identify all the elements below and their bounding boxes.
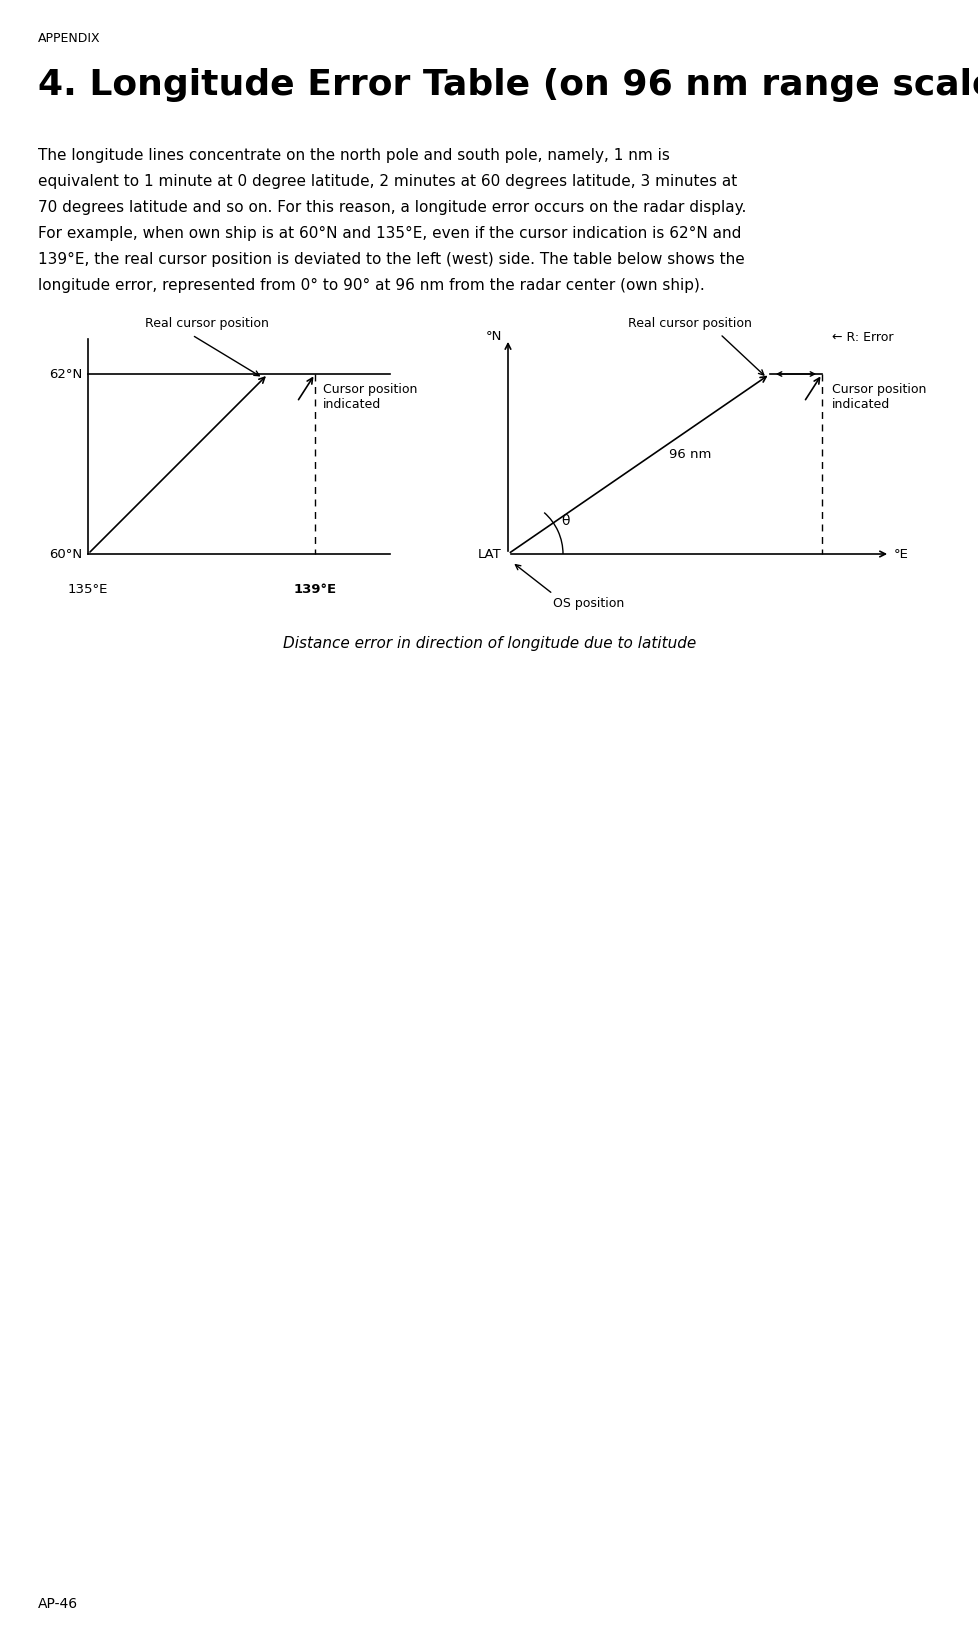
Text: 139°E: 139°E [293, 583, 336, 596]
Text: longitude error, represented from 0° to 90° at 96 nm from the radar center (own : longitude error, represented from 0° to … [38, 277, 704, 292]
Text: 4. Longitude Error Table (on 96 nm range scale): 4. Longitude Error Table (on 96 nm range… [38, 69, 978, 101]
Text: APPENDIX: APPENDIX [38, 33, 101, 46]
Text: AP-46: AP-46 [38, 1596, 78, 1611]
Text: equivalent to 1 minute at 0 degree latitude, 2 minutes at 60 degrees latitude, 3: equivalent to 1 minute at 0 degree latit… [38, 175, 736, 189]
Text: 70 degrees latitude and so on. For this reason, a longitude error occurs on the : 70 degrees latitude and so on. For this … [38, 199, 745, 215]
Text: For example, when own ship is at 60°N and 135°E, even if the cursor indication i: For example, when own ship is at 60°N an… [38, 225, 740, 242]
Text: LAT: LAT [478, 548, 502, 561]
Text: °N: °N [485, 330, 502, 343]
Text: Real cursor position: Real cursor position [627, 317, 751, 330]
Text: 135°E: 135°E [67, 583, 109, 596]
Text: 60°N: 60°N [49, 548, 82, 561]
Text: The longitude lines concentrate on the north pole and south pole, namely, 1 nm i: The longitude lines concentrate on the n… [38, 149, 669, 163]
Text: 62°N: 62°N [49, 369, 82, 382]
Text: 96 nm: 96 nm [668, 449, 711, 462]
Text: θ: θ [560, 514, 569, 527]
Text: ← R: Error: ← R: Error [831, 331, 893, 344]
Text: Cursor position
indicated: Cursor position indicated [323, 384, 417, 411]
Text: OS position: OS position [553, 597, 624, 610]
Text: Distance error in direction of longitude due to latitude: Distance error in direction of longitude… [283, 635, 695, 651]
Text: Real cursor position: Real cursor position [145, 317, 269, 330]
Text: 139°E, the real cursor position is deviated to the left (west) side. The table b: 139°E, the real cursor position is devia… [38, 251, 744, 268]
Text: Cursor position
indicated: Cursor position indicated [831, 384, 925, 411]
Text: °E: °E [893, 548, 908, 561]
